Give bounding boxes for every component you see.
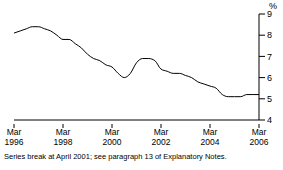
svg-text:6: 6 [267,73,272,83]
svg-text:7: 7 [267,52,272,62]
svg-text:Mar2002: Mar2002 [152,127,171,147]
svg-text:Mar2000: Mar2000 [103,127,122,147]
svg-text:Mar2006: Mar2006 [250,127,269,147]
svg-text:Mar1996: Mar1996 [8,127,24,147]
svg-text:4: 4 [267,115,272,125]
html-text:Series break at April 2001; se: Series break at April 2001; see paragrap… [4,152,227,161]
svg-text:Mar1998: Mar1998 [54,127,73,147]
svg-text:9: 9 [267,9,272,19]
svg-text:Mar2004: Mar2004 [201,127,220,147]
svg-text:8: 8 [267,30,272,40]
svg-text:5: 5 [267,94,272,104]
